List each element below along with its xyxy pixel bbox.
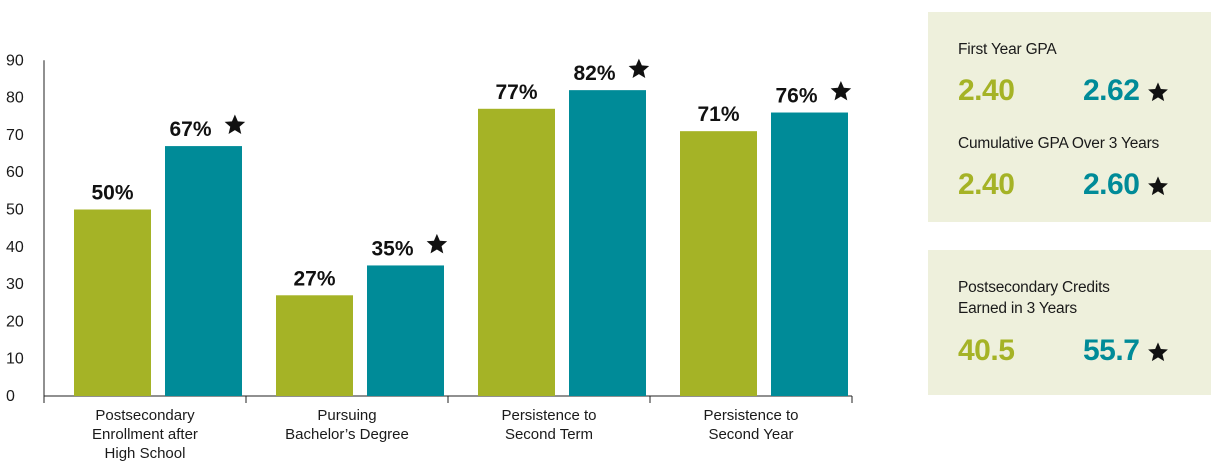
y-tick-label: 0 [6, 388, 15, 405]
cumulative-gpa-values: 2.40 2.60 [958, 168, 1169, 202]
y-tick-label: 10 [6, 351, 24, 368]
data-label: 77% [495, 81, 537, 104]
data-label: 76% [775, 85, 817, 108]
y-tick-label: 90 [6, 52, 24, 69]
credits-title: Postsecondary Credits Earned in 3 Years [958, 277, 1110, 319]
first-year-gpa-value-b: 2.62 [1083, 74, 1140, 107]
category-label-line: Second Term [505, 426, 593, 443]
data-label: 82% [573, 62, 615, 85]
category-label-line: Persistence to [703, 407, 798, 424]
data-label: 71% [697, 103, 739, 126]
bar [771, 112, 848, 397]
y-tick-label: 70 [6, 127, 24, 144]
category-label: Persistence to Second Year [703, 407, 798, 443]
y-tick-label: 50 [6, 202, 24, 219]
bar [276, 295, 353, 396]
data-label: 35% [371, 237, 413, 260]
data-label: 67% [169, 118, 211, 141]
category-label-line: Pursuing [317, 407, 376, 424]
category-label: Persistence to Second Term [501, 407, 596, 443]
star-icon [628, 58, 650, 79]
credits-values: 40.5 55.7 [958, 334, 1169, 368]
bar [165, 146, 242, 396]
star-icon [830, 80, 852, 101]
y-tick-label: 20 [6, 313, 24, 330]
bar [478, 108, 555, 396]
category-label-line: Second Year [708, 426, 793, 443]
star-icon [224, 114, 246, 134]
cumulative-gpa-title: Cumulative GPA Over 3 Years [958, 135, 1160, 152]
first-year-gpa-values: 2.40 2.62 [958, 74, 1169, 108]
cumulative-gpa-value-b: 2.60 [1083, 168, 1140, 201]
category-label-line: Persistence to [501, 407, 596, 424]
bar-chart: 0 10 20 30 40 50 60 70 80 90 50% 67% Postsecondary En… [6, 52, 853, 462]
bar [74, 209, 151, 396]
first-year-gpa-value-a: 2.40 [958, 74, 1015, 107]
category-label-line: High School [105, 445, 186, 462]
credits-value-b: 55.7 [1083, 334, 1140, 367]
y-tick-label: 80 [6, 90, 24, 107]
category-label-line: Enrollment after [92, 426, 198, 443]
category-label: Postsecondary Enrollment after High School [92, 407, 198, 462]
credits-title-line2: Earned in 3 Years [958, 300, 1077, 317]
bar [367, 265, 444, 396]
category-label-line: Bachelor’s Degree [285, 426, 409, 443]
data-label: 50% [91, 182, 133, 205]
data-label: 27% [293, 267, 335, 290]
credits-title-line1: Postsecondary Credits [958, 279, 1110, 296]
y-tick-label: 40 [6, 239, 24, 256]
y-tick-label: 60 [6, 164, 24, 181]
y-tick-label: 30 [6, 276, 24, 293]
star-icon [426, 233, 448, 254]
bar [569, 90, 646, 396]
star-icon [1148, 82, 1169, 102]
first-year-gpa-title: First Year GPA [958, 41, 1057, 58]
gpa-panel: First Year GPA 2.40 2.62 Cumulative GPA … [928, 12, 1211, 222]
category-label: Pursuing Bachelor’s Degree [285, 407, 409, 443]
star-icon [1148, 176, 1169, 196]
cumulative-gpa-value-a: 2.40 [958, 168, 1015, 201]
credits-value-a: 40.5 [958, 334, 1015, 367]
bar [680, 131, 757, 397]
star-icon [1148, 342, 1169, 362]
credits-panel: Postsecondary Credits Earned in 3 Years … [928, 250, 1211, 395]
category-label-line: Postsecondary [95, 407, 195, 424]
